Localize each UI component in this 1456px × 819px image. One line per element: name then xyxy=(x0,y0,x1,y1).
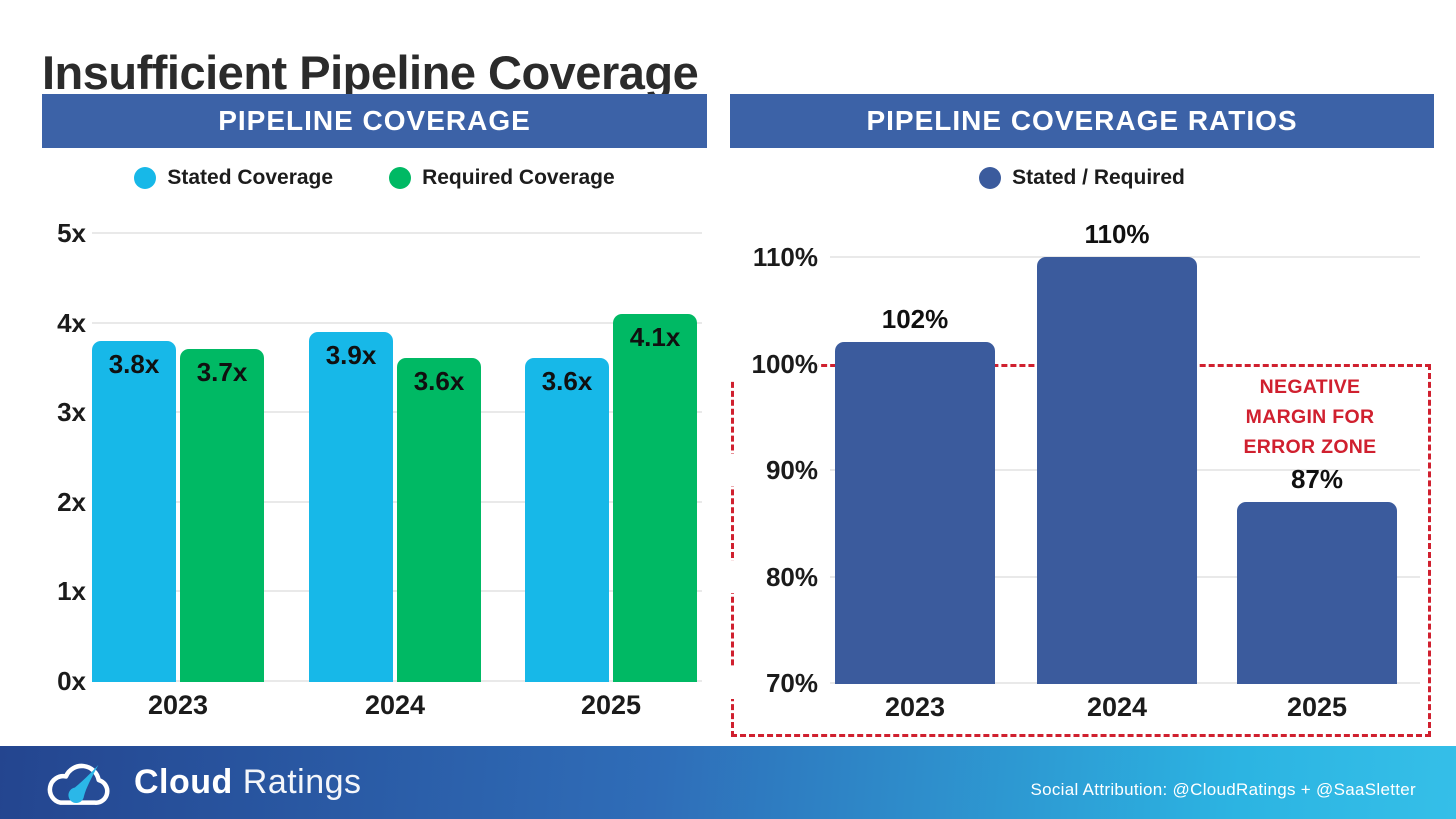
x-axis-tick-label: 2024 xyxy=(364,690,426,720)
coverage-ratios-chart: NEGATIVE MARGIN FOR ERROR ZONE 70% 80% 90% 1… xyxy=(730,94,1434,739)
gridline xyxy=(92,322,702,324)
bar-stated-required-2025 xyxy=(1237,502,1397,684)
pipeline-coverage-chart: 0x 1x 2x 3x 4x 5x 2023 3.8x 3.7x 2024 3.9x 3.6x 2025… xyxy=(42,94,707,739)
legend-item: Required Coverage xyxy=(389,166,615,190)
social-attribution: Social Attribution: @CloudRatings + @Saa… xyxy=(1030,779,1416,799)
x-axis-tick-label: 2023 xyxy=(147,690,209,720)
bar-stated-required-2023 xyxy=(835,342,995,684)
x-axis-tick-label: 2025 xyxy=(580,690,642,720)
brand-name-bold: Cloud xyxy=(134,763,233,801)
negative-margin-zone-label: NEGATIVE MARGIN FOR ERROR ZONE xyxy=(1243,376,1377,459)
bar-value-label: 3.6x xyxy=(541,366,593,396)
y-axis-tick-label: 70% xyxy=(730,667,818,699)
legend-swatch-icon xyxy=(134,167,157,189)
legend-label: Required Coverage xyxy=(422,166,615,189)
bar-required-coverage-2025 xyxy=(613,314,697,682)
y-axis-tick-label: 0x xyxy=(42,665,86,697)
bar-value-label: 87% xyxy=(1290,464,1344,494)
bar-stated-required-2024 xyxy=(1037,257,1197,684)
brand: Cloud Ratings xyxy=(36,755,362,811)
cloud-gauge-icon xyxy=(47,763,110,805)
gridline xyxy=(92,232,702,234)
x-axis-tick-label: 2023 xyxy=(884,692,946,722)
coverage-ratios-header: PIPELINE COVERAGE RATIOS xyxy=(730,94,1434,148)
bar-value-label: 3.6x xyxy=(413,366,465,396)
brand-name: Cloud Ratings xyxy=(134,763,362,802)
pipeline-coverage-header: PIPELINE COVERAGE xyxy=(42,94,707,148)
y-axis-tick-label: 80% xyxy=(730,561,818,593)
page-title: Insufficient Pipeline Coverage xyxy=(42,46,699,100)
bar-value-label: 4.1x xyxy=(629,322,681,352)
coverage-ratios-panel: PIPELINE COVERAGE RATIOS Stated / Requir… xyxy=(730,94,1434,739)
legend-item: Stated / Required xyxy=(979,166,1185,190)
y-axis-tick-label: 110% xyxy=(730,241,818,273)
legend-swatch-icon xyxy=(389,167,412,189)
bar-stated-coverage-2025 xyxy=(525,358,609,682)
y-axis-tick-label: 5x xyxy=(42,217,86,249)
bar-value-label: 110% xyxy=(1084,219,1150,249)
bar-value-label: 3.8x xyxy=(108,349,160,379)
bar-required-coverage-2024 xyxy=(397,358,481,682)
x-axis-tick-label: 2025 xyxy=(1286,692,1348,722)
legend-label: Stated / Required xyxy=(1012,166,1185,189)
coverage-ratios-legend: Stated / Required xyxy=(730,166,1434,190)
legend-swatch-icon xyxy=(979,167,1002,189)
x-axis-tick-label: 2024 xyxy=(1086,692,1148,722)
legend-item: Stated Coverage xyxy=(134,166,333,190)
y-axis-tick-label: 4x xyxy=(42,307,86,339)
brand-name-light: Ratings xyxy=(242,763,362,801)
bar-value-label: 3.9x xyxy=(325,340,377,370)
legend-label: Stated Coverage xyxy=(167,166,334,189)
bar-stated-coverage-2023 xyxy=(92,341,176,682)
y-axis-tick-label: 1x xyxy=(42,575,86,607)
y-axis-tick-label: 3x xyxy=(42,396,86,428)
y-axis-tick-label: 100% xyxy=(730,348,818,380)
pipeline-coverage-legend: Stated Coverage Required Coverage xyxy=(42,166,707,190)
bar-required-coverage-2023 xyxy=(180,349,264,682)
bar-value-label: 3.7x xyxy=(196,357,248,387)
bar-value-label: 102% xyxy=(881,304,949,334)
footer: Cloud Ratings Social Attribution: @Cloud… xyxy=(0,746,1456,819)
pipeline-coverage-panel: PIPELINE COVERAGE Stated Coverage Require… xyxy=(42,94,707,739)
bar-stated-coverage-2024 xyxy=(309,332,393,682)
y-axis-tick-label: 90% xyxy=(730,454,818,486)
y-axis-tick-label: 2x xyxy=(42,486,86,518)
